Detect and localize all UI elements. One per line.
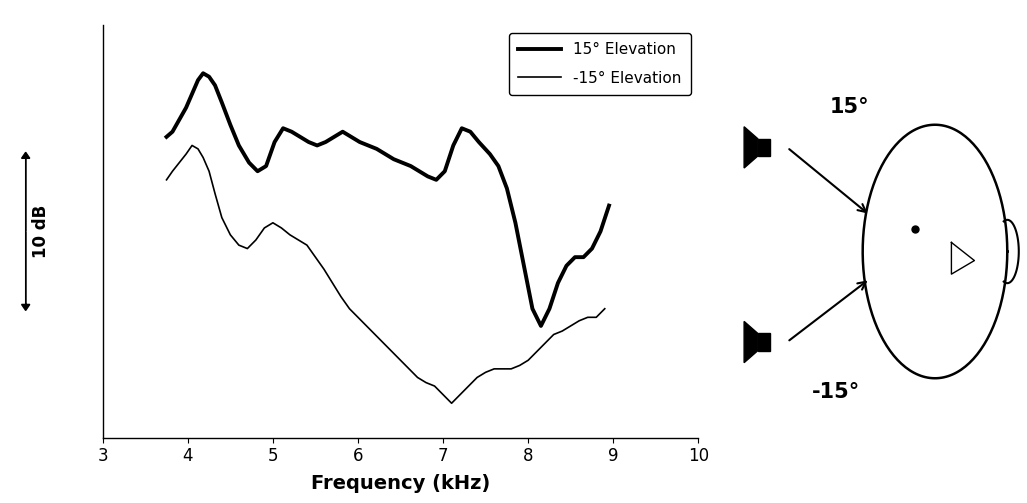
-15° Elevation (258, 225, 270, 231)
15° Elevation (233, 142, 245, 148)
Line: -15° Elevation: -15° Elevation (166, 145, 605, 403)
-15° Elevation (565, 323, 577, 329)
Legend: 15° Elevation, -15° Elevation: 15° Elevation, -15° Elevation (509, 33, 691, 95)
-15° Elevation (591, 314, 603, 320)
-15° Elevation (186, 142, 198, 148)
Line: 15° Elevation: 15° Elevation (166, 73, 609, 326)
Polygon shape (758, 333, 770, 351)
15° Elevation (203, 74, 216, 80)
15° Elevation (569, 254, 581, 260)
15° Elevation (603, 203, 615, 209)
Polygon shape (758, 139, 770, 156)
15° Elevation (535, 323, 547, 329)
-15° Elevation (446, 400, 458, 406)
Text: 10 dB: 10 dB (32, 205, 50, 258)
-15° Elevation (160, 177, 173, 183)
X-axis label: Frequency (kHz): Frequency (kHz) (311, 474, 490, 492)
Polygon shape (745, 321, 758, 363)
-15° Elevation (317, 266, 330, 272)
15° Elevation (260, 163, 272, 169)
15° Elevation (160, 134, 173, 140)
15° Elevation (319, 139, 332, 145)
Text: -15°: -15° (812, 382, 861, 402)
15° Elevation (197, 70, 210, 76)
Polygon shape (745, 127, 758, 168)
-15° Elevation (203, 168, 216, 174)
-15° Elevation (599, 306, 611, 312)
15° Elevation (595, 228, 607, 234)
-15° Elevation (233, 242, 245, 248)
Text: 15°: 15° (830, 97, 869, 117)
